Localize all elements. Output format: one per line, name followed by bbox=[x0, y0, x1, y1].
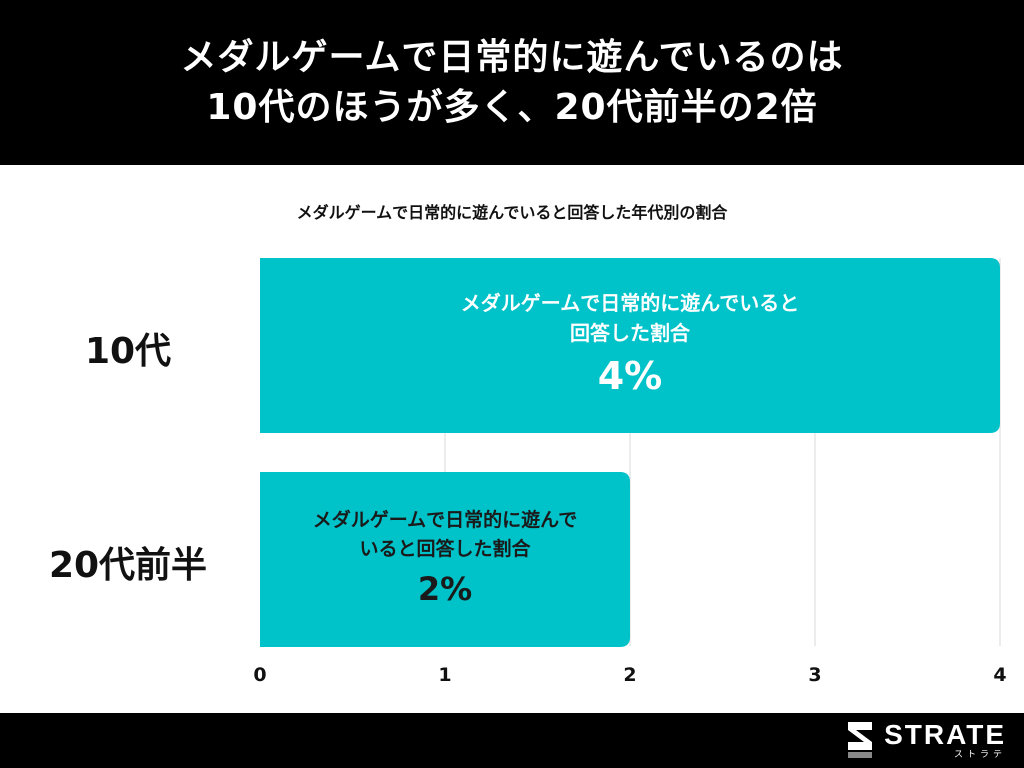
x-tick-label-3: 3 bbox=[808, 664, 821, 686]
x-tick-label-0: 0 bbox=[253, 664, 266, 686]
bar-value-label: 2% bbox=[417, 569, 473, 608]
bar-description-line-0: メダルゲームで日常的に遊んでいると bbox=[460, 290, 800, 315]
bar-0 bbox=[260, 258, 1000, 433]
strate-logo: STRATE ストラテ bbox=[842, 720, 1006, 760]
category-label-0: 10代 bbox=[84, 330, 172, 372]
bar-label-0: メダルゲームで日常的に遊んでいると 回答した割合 4% bbox=[260, 258, 1000, 433]
headline-line-2: 10代のほうが多く、20代前半の2倍 bbox=[206, 86, 818, 128]
brand-kana: ストラテ bbox=[953, 750, 1006, 760]
x-tick-label-4: 4 bbox=[993, 664, 1006, 686]
bar-chart: 0 1 2 3 4 bbox=[253, 258, 1007, 686]
bar-description-line-1: いると回答した割合 bbox=[359, 537, 531, 560]
footer-bar: STRATE ストラテ bbox=[0, 713, 1024, 768]
bar-value-label: 4% bbox=[597, 353, 663, 398]
bar-description-line-1: 回答した割合 bbox=[570, 320, 690, 345]
x-tick-label-1: 1 bbox=[438, 664, 451, 686]
category-label-1: 20代前半 bbox=[48, 544, 208, 586]
brand-name: STRATE bbox=[884, 719, 1006, 750]
x-tick-label-2: 2 bbox=[623, 664, 636, 686]
chart-title: メダルゲームで日常的に遊んでいると回答した年代別の割合 bbox=[296, 203, 728, 222]
strate-logo-icon bbox=[848, 722, 873, 758]
header-banner: メダルゲームで日常的に遊んでいるのは 10代のほうが多く、20代前半の2倍 bbox=[0, 0, 1024, 165]
bar-description-line-0: メダルゲームで日常的に遊んで bbox=[312, 508, 578, 531]
bar-1 bbox=[260, 472, 630, 647]
headline-line-1: メダルゲームで日常的に遊んでいるのは bbox=[180, 36, 844, 78]
bar-label-1: メダルゲームで日常的に遊んで いると回答した割合 2% bbox=[260, 472, 630, 647]
